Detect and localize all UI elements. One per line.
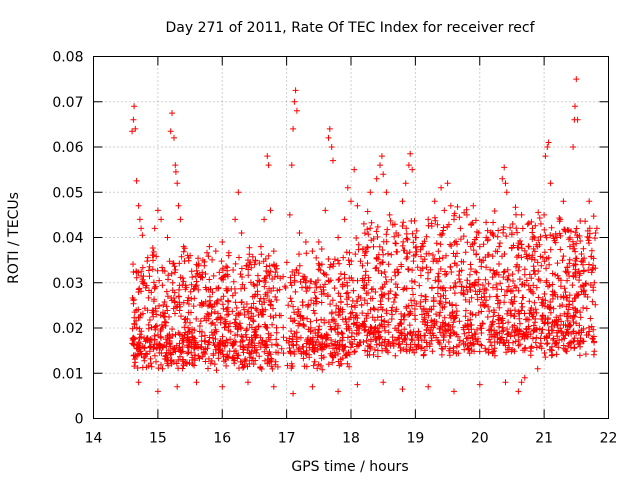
x-axis-label: GPS time / hours bbox=[291, 459, 408, 475]
x-tick-label: 15 bbox=[149, 431, 167, 447]
x-tick-label: 20 bbox=[471, 431, 489, 447]
x-tick-label: 19 bbox=[406, 431, 424, 447]
x-axis-tick-labels: 14 15 16 17 18 19 20 21 22 bbox=[85, 431, 618, 447]
x-tick-label: 17 bbox=[278, 431, 296, 447]
data-points bbox=[129, 76, 600, 397]
y-tick-label: 0.07 bbox=[52, 95, 83, 111]
x-tick-label: 18 bbox=[342, 431, 360, 447]
roti-point-markers bbox=[129, 76, 600, 397]
y-tick-label: 0 bbox=[75, 412, 84, 428]
y-tick-label: 0.04 bbox=[52, 231, 83, 247]
y-axis-tick-labels: 0 0.01 0.02 0.03 0.04 0.05 0.06 0.07 0.08 bbox=[52, 50, 83, 428]
chart-title: Day 271 of 2011, Rate Of TEC Index for r… bbox=[165, 20, 535, 36]
y-axis-label: ROTI / TECUs bbox=[6, 192, 22, 284]
x-tick-label: 22 bbox=[600, 431, 618, 447]
y-tick-label: 0.03 bbox=[52, 276, 83, 292]
y-tick-label: 0.02 bbox=[52, 321, 83, 337]
x-tick-label: 21 bbox=[535, 431, 553, 447]
y-tick-label: 0.05 bbox=[52, 185, 83, 201]
x-tick-label: 14 bbox=[85, 431, 103, 447]
x-tick-label: 16 bbox=[213, 431, 231, 447]
y-tick-label: 0.01 bbox=[52, 366, 83, 382]
axis-ticks bbox=[93, 56, 609, 419]
y-tick-label: 0.08 bbox=[52, 50, 83, 66]
y-tick-label: 0.06 bbox=[52, 140, 83, 156]
